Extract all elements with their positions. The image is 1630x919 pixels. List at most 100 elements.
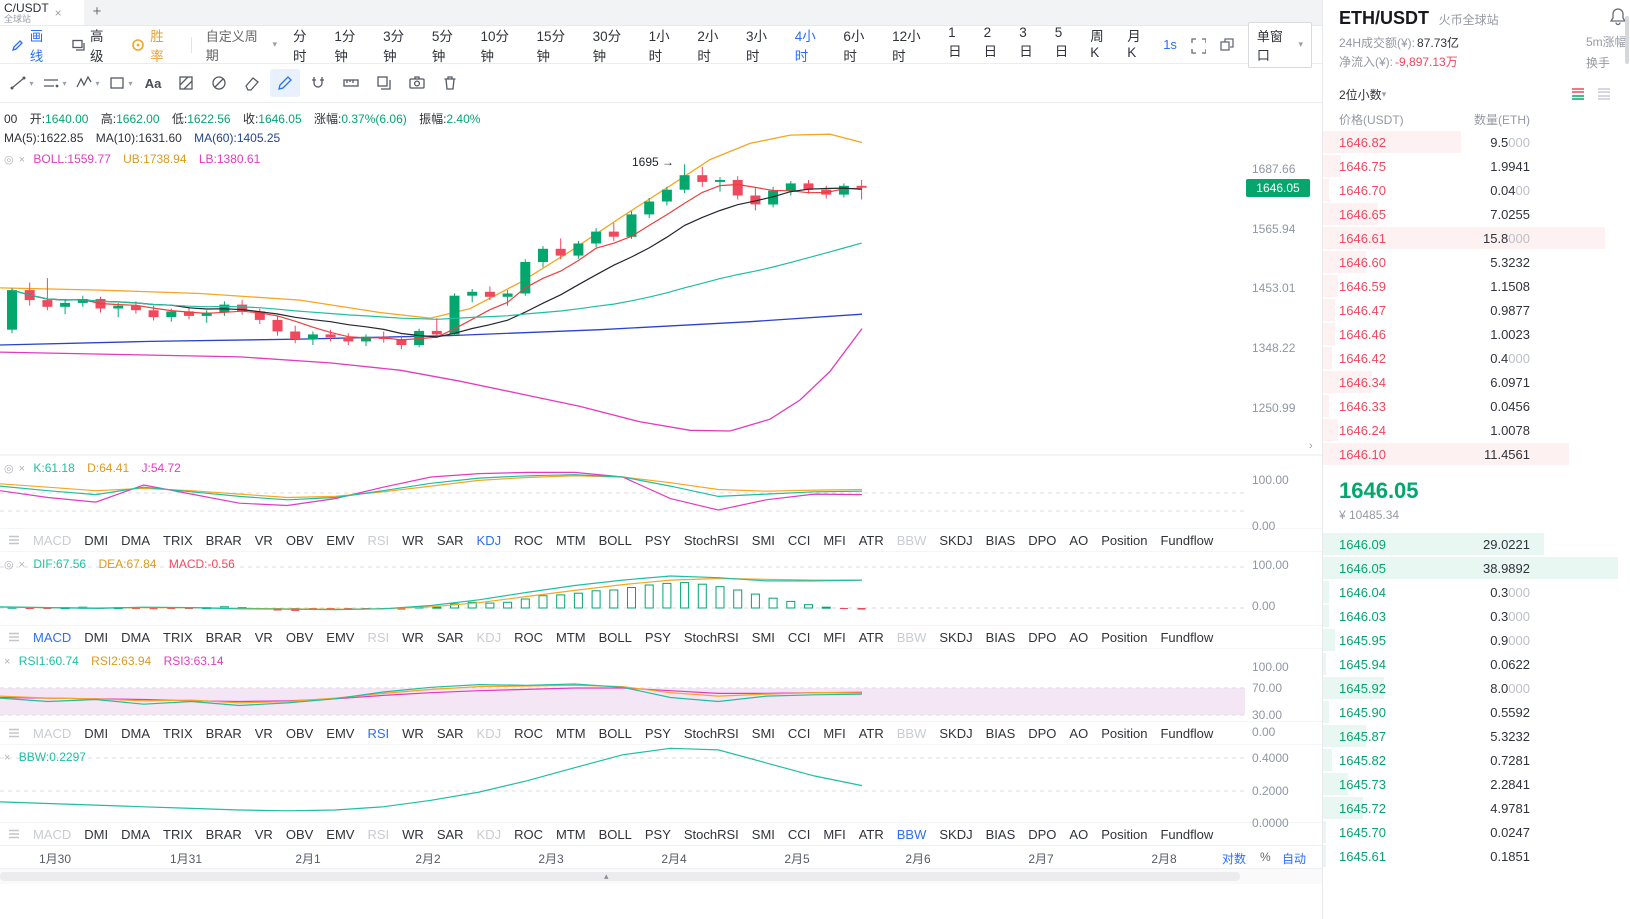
indicator-tab-position[interactable]: Position: [1101, 629, 1148, 645]
percent-scale-toggle[interactable]: %: [1260, 850, 1271, 864]
indicator-tab-trix[interactable]: TRIX: [163, 725, 193, 741]
indicator-tab-stochrsi[interactable]: StochRSI: [683, 629, 739, 645]
indicator-tab-kdj[interactable]: KDJ: [476, 725, 502, 741]
indicator-tab-mfi[interactable]: MFI: [823, 629, 846, 645]
indicator-tab-dmi[interactable]: DMI: [84, 629, 109, 645]
indicator-tab-mtm[interactable]: MTM: [556, 532, 586, 548]
trend-line-tool[interactable]: ▾: [6, 69, 36, 97]
indicator-tab-cci[interactable]: CCI: [787, 826, 811, 842]
ask-row[interactable]: 1646.42 0.4000: [1323, 346, 1630, 370]
indicator-tab-psy[interactable]: PSY: [644, 532, 671, 548]
indicator-tab-trix[interactable]: TRIX: [163, 826, 193, 842]
indicator-tab-psy[interactable]: PSY: [644, 725, 671, 741]
indicator-tab-mtm[interactable]: MTM: [556, 725, 586, 741]
ask-row[interactable]: 1646.61 15.8000: [1323, 226, 1630, 250]
indicator-tab-kdj[interactable]: KDJ: [476, 826, 502, 842]
indicator-tab-wr[interactable]: WR: [402, 826, 424, 842]
ask-row[interactable]: 1646.34 6.0971: [1323, 370, 1630, 394]
indicator-tab-fundflow[interactable]: Fundflow: [1160, 532, 1214, 548]
indicator-tab-atr[interactable]: ATR: [858, 532, 884, 548]
settings-icon[interactable]: ◎: [4, 559, 14, 571]
indicator-tab-skdj[interactable]: SKDJ: [939, 532, 973, 548]
indicator-tab-rsi[interactable]: RSI: [367, 629, 390, 645]
indicator-tab-mfi[interactable]: MFI: [823, 725, 846, 741]
candlestick-chart-canvas[interactable]: [0, 103, 1245, 455]
notification-bell-icon[interactable]: [1608, 6, 1628, 29]
ask-row[interactable]: 1646.65 7.0255: [1323, 202, 1630, 226]
indicator-tab-obv[interactable]: OBV: [285, 532, 314, 548]
indicator-tab-roc[interactable]: ROC: [514, 826, 543, 842]
ask-row[interactable]: 1646.60 5.3232: [1323, 250, 1630, 274]
indicator-tab-atr[interactable]: ATR: [858, 629, 884, 645]
macd-chart-canvas[interactable]: [0, 552, 1245, 626]
period-30分钟[interactable]: 30分钟: [592, 28, 622, 64]
indicator-tab-vr[interactable]: VR: [254, 532, 273, 548]
indicator-tab-emv[interactable]: EMV: [326, 826, 355, 842]
indicator-tab-dmi[interactable]: DMI: [84, 532, 109, 548]
bbw-chart-canvas[interactable]: [0, 745, 1245, 823]
indicator-tab-bias[interactable]: BIAS: [985, 532, 1016, 548]
indicator-tab-rsi[interactable]: RSI: [367, 532, 390, 548]
vertical-scrollbar[interactable]: [1625, 16, 1629, 64]
main-chart-panel[interactable]: 00 开:1640.00 高:1662.00 低:1622.56 收:1646.…: [0, 103, 1322, 455]
indicator-tab-smi[interactable]: SMI: [751, 725, 775, 741]
period-5日[interactable]: 5日: [1054, 24, 1069, 59]
scrollbar-thumb[interactable]: [0, 872, 1240, 881]
indicator-tab-macd[interactable]: MACD: [33, 532, 72, 548]
indicator-tab-dpo[interactable]: DPO: [1028, 629, 1057, 645]
text-tool[interactable]: Aa: [144, 75, 162, 91]
indicator-tab-skdj[interactable]: SKDJ: [939, 826, 973, 842]
indicator-tab-obv[interactable]: OBV: [285, 629, 314, 645]
indicator-tab-atr[interactable]: ATR: [858, 826, 884, 842]
indicator-tab-sar[interactable]: SAR: [436, 532, 464, 548]
period-5分钟[interactable]: 5分钟: [431, 28, 453, 64]
indicator-tab-position[interactable]: Position: [1101, 826, 1148, 842]
indicator-tab-fundflow[interactable]: Fundflow: [1160, 629, 1214, 645]
indicator-tab-vr[interactable]: VR: [254, 826, 273, 842]
window-mode-dropdown[interactable]: 单窗口 ▾: [1247, 21, 1312, 68]
bid-row[interactable]: 1645.61 0.1851: [1323, 844, 1630, 868]
indicator-tab-dma[interactable]: DMA: [121, 532, 151, 548]
indicator-tab-rsi[interactable]: RSI: [367, 826, 390, 842]
ask-row[interactable]: 1646.33 0.0456: [1323, 394, 1630, 418]
indicator-tab-trix[interactable]: TRIX: [163, 629, 193, 645]
ask-row[interactable]: 1646.59 1.1508: [1323, 274, 1630, 298]
indicator-tab-dmi[interactable]: DMI: [84, 725, 109, 741]
indicator-tab-brar[interactable]: BRAR: [205, 725, 242, 741]
indicator-tab-emv[interactable]: EMV: [326, 532, 355, 548]
indicator-tab-bbw[interactable]: BBW: [896, 725, 927, 741]
close-icon[interactable]: ×: [18, 559, 26, 571]
indicator-tab-ao[interactable]: AO: [1069, 629, 1089, 645]
period-6小时[interactable]: 6小时: [843, 28, 865, 64]
ask-row[interactable]: 1646.47 0.9877: [1323, 298, 1630, 322]
indicator-tab-psy[interactable]: PSY: [644, 826, 671, 842]
log-scale-toggle[interactable]: 对数: [1222, 852, 1247, 866]
indicator-tab-obv[interactable]: OBV: [285, 725, 314, 741]
indicator-tab-trix[interactable]: TRIX: [163, 532, 193, 548]
indicator-tab-ao[interactable]: AO: [1069, 826, 1089, 842]
bid-row[interactable]: 1645.95 0.9000: [1323, 628, 1630, 652]
indicator-tab-dma[interactable]: DMA: [121, 725, 151, 741]
book-mode-list-icon[interactable]: [1596, 86, 1612, 102]
ask-row[interactable]: 1646.10 11.4561: [1323, 442, 1630, 466]
indicator-tab-dmi[interactable]: DMI: [84, 826, 109, 842]
indicator-tab-kdj[interactable]: KDJ: [476, 532, 502, 548]
indicator-tab-psy[interactable]: PSY: [644, 629, 671, 645]
indicator-tab-dma[interactable]: DMA: [121, 826, 151, 842]
speed-1s-button[interactable]: 1s: [1163, 37, 1177, 52]
magnet-tool[interactable]: [303, 69, 333, 97]
shape-tool[interactable]: ▾: [105, 69, 135, 97]
indicator-tab-position[interactable]: Position: [1101, 532, 1148, 548]
period-15分钟[interactable]: 15分钟: [536, 28, 566, 64]
measure-tool[interactable]: [336, 69, 366, 97]
bid-row[interactable]: 1646.09 29.0221: [1323, 532, 1630, 556]
indicator-tab-dpo[interactable]: DPO: [1028, 725, 1057, 741]
advanced-button[interactable]: 高级: [70, 25, 116, 65]
indicator-tab-stochrsi[interactable]: StochRSI: [683, 532, 739, 548]
ask-row[interactable]: 1646.75 1.9941: [1323, 154, 1630, 178]
indicator-tab-macd[interactable]: MACD: [33, 629, 72, 645]
indicator-tab-dpo[interactable]: DPO: [1028, 532, 1057, 548]
bid-row[interactable]: 1645.82 0.7281: [1323, 748, 1630, 772]
bid-row[interactable]: 1646.03 0.3000: [1323, 604, 1630, 628]
indicator-tab-stochrsi[interactable]: StochRSI: [683, 826, 739, 842]
